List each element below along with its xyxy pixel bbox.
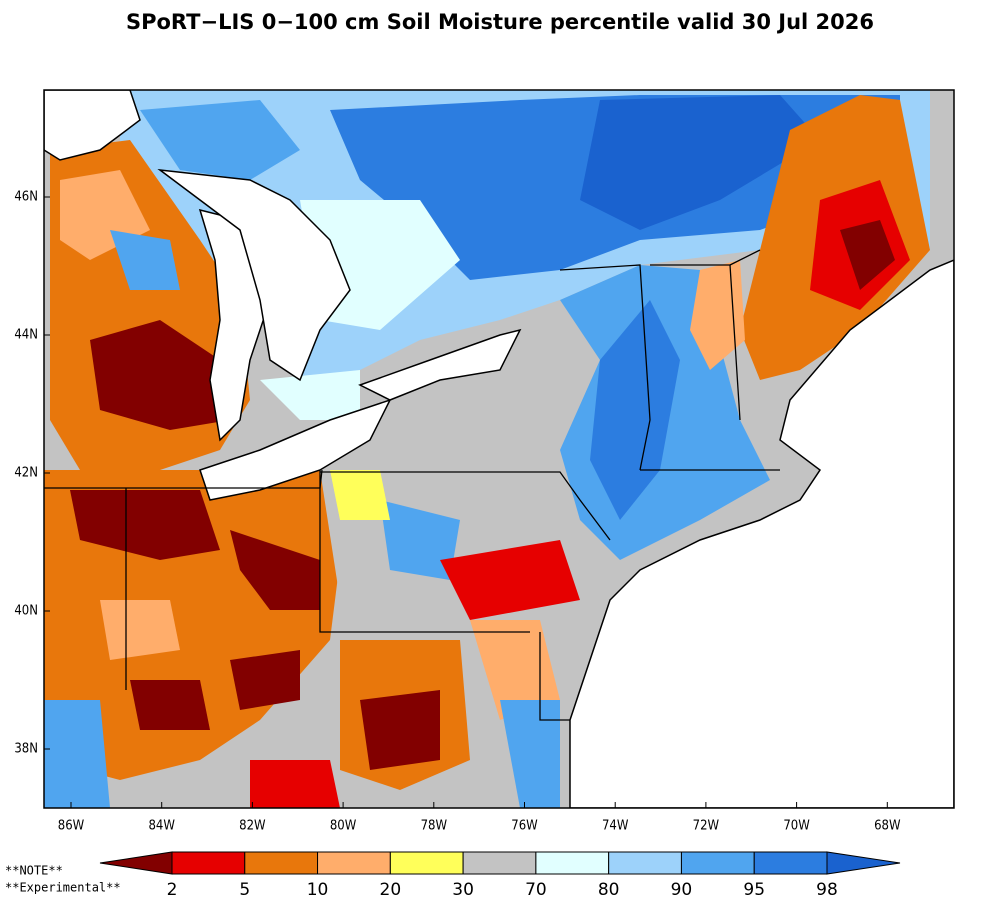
region xyxy=(140,100,300,180)
lat-label: 46N xyxy=(14,190,38,205)
colorbar-label: 80 xyxy=(598,880,620,900)
state-border xyxy=(320,471,611,541)
region xyxy=(230,650,300,710)
colorbar: 2 5 10 20 30 70 80 90 95 98 xyxy=(99,851,901,900)
lon-label: 78W xyxy=(421,819,448,834)
lake xyxy=(358,328,522,401)
lake xyxy=(157,168,351,382)
lat-label: 40N xyxy=(14,604,38,619)
region xyxy=(470,620,560,720)
axes: 46N 44N 42N 40N 38N 86W 84W 82W 80W 78W 76W 74W 72W 7… xyxy=(14,190,901,834)
region xyxy=(440,540,580,620)
lake xyxy=(199,398,392,501)
lat-label: 44N xyxy=(14,328,38,343)
region xyxy=(580,95,820,230)
lon-label: 76W xyxy=(511,819,538,834)
region xyxy=(500,700,560,808)
state-border xyxy=(319,470,530,633)
region xyxy=(90,320,230,430)
colorbar-arrow xyxy=(826,851,901,875)
lon-label: 80W xyxy=(330,819,357,834)
colorbar-label: 20 xyxy=(380,880,402,900)
lon-label: 84W xyxy=(148,819,175,834)
region xyxy=(100,600,180,660)
region xyxy=(260,370,360,420)
colorbar-label: 90 xyxy=(671,880,693,900)
region xyxy=(70,490,220,560)
region xyxy=(230,530,320,610)
state-border xyxy=(559,264,651,471)
lon-label: 72W xyxy=(693,819,720,834)
colorbar-bin xyxy=(171,851,246,875)
colorbar-arrow xyxy=(99,851,173,875)
colorbar-bin xyxy=(753,851,828,875)
lon-label: 74W xyxy=(602,819,629,834)
lat-label: 38N xyxy=(14,742,38,757)
colorbar-label: 98 xyxy=(816,880,838,900)
lon-label: 68W xyxy=(874,819,901,834)
lon-label: 82W xyxy=(239,819,266,834)
colorbar-bin xyxy=(317,851,391,875)
ocean xyxy=(569,259,954,808)
region xyxy=(330,470,390,520)
colorbar-label: 5 xyxy=(239,880,250,900)
region xyxy=(360,690,440,770)
colorbar-bin xyxy=(535,851,610,875)
region xyxy=(110,230,180,290)
colorbar-bin xyxy=(462,851,537,875)
colorbar-label: 70 xyxy=(525,880,547,900)
state-border xyxy=(539,632,570,721)
colorbar-bin xyxy=(244,851,319,875)
region xyxy=(130,680,210,730)
lon-label: 86W xyxy=(58,819,85,834)
colorbar-label: 10 xyxy=(307,880,329,900)
note: **NOTE** xyxy=(5,864,63,878)
region xyxy=(44,700,110,808)
lake xyxy=(44,90,141,161)
note: **Experimental** xyxy=(5,881,121,895)
state-border xyxy=(729,249,761,266)
colorbar-bin xyxy=(608,851,682,875)
region xyxy=(250,760,340,808)
lat-label: 42N xyxy=(14,466,38,481)
colorbar-bin xyxy=(680,851,755,875)
colorbar-label: 30 xyxy=(452,880,474,900)
region xyxy=(590,300,680,520)
colorbar-bin xyxy=(389,851,464,875)
colorbar-label: 95 xyxy=(743,880,765,900)
title: SPoRT−LIS 0−100 cm Soil Moisture percent… xyxy=(126,10,874,34)
map xyxy=(44,90,954,808)
region xyxy=(840,220,895,290)
lon-label: 70W xyxy=(783,819,810,834)
map-frame xyxy=(43,89,955,809)
colorbar-label: 2 xyxy=(167,880,178,900)
